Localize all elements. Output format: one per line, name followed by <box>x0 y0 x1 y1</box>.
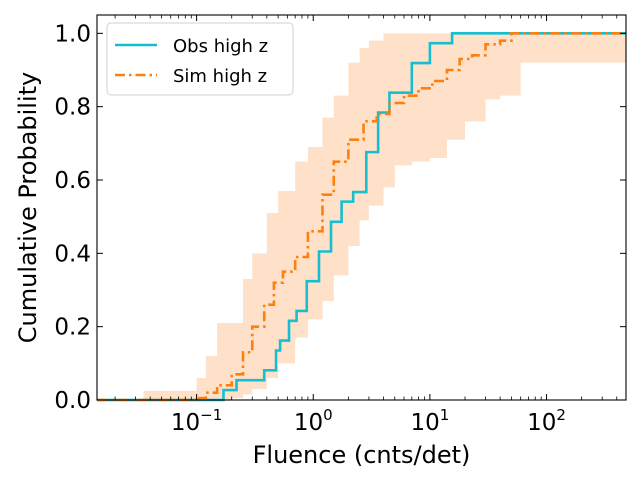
x-tick-exponent: −1 <box>200 406 222 424</box>
x-tick-exponent: 2 <box>556 406 566 424</box>
y-tick-label: 0.2 <box>54 315 91 341</box>
y-axis-label: Cumulative Probability <box>14 72 42 343</box>
x-tick-label: 10−1 <box>171 406 222 436</box>
sim-spread-band <box>97 33 626 400</box>
tick-layer <box>97 15 626 401</box>
x-tick-exponent: 0 <box>323 406 333 424</box>
plot-frame <box>96 14 627 401</box>
y-tick-label: 0.4 <box>54 241 91 267</box>
x-tick-label: 100 <box>294 406 333 436</box>
legend: Obs high z Sim high z <box>106 22 294 96</box>
y-tick-label: 0.0 <box>54 388 91 414</box>
series-layer <box>97 32 626 402</box>
y-tick-label: 0.8 <box>54 95 91 121</box>
sim-high-z-line <box>97 32 626 402</box>
y-tick-label: 1.0 <box>54 21 91 47</box>
x-tick-base: 10 <box>294 410 323 436</box>
legend-label-obs: Obs high z <box>173 36 268 57</box>
y-tick-label: 0.6 <box>54 168 91 194</box>
legend-box <box>106 22 294 96</box>
x-tick-base: 10 <box>171 410 200 436</box>
legend-label-sim: Sim high z <box>173 66 267 87</box>
band-layer <box>97 33 626 400</box>
x-tick-base: 10 <box>527 410 556 436</box>
x-tick-exponent: 1 <box>440 406 450 424</box>
x-tick-label: 101 <box>410 406 449 436</box>
x-axis-label: Fluence (cnts/det) <box>253 441 471 469</box>
obs-high-z-line <box>97 32 626 402</box>
x-tick-label: 102 <box>527 406 566 436</box>
x-tick-base: 10 <box>410 410 439 436</box>
